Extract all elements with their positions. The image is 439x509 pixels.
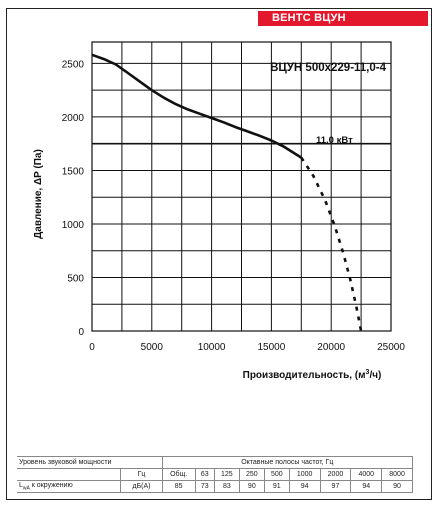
value-cell: 94 xyxy=(288,480,321,493)
band-cell: 1000 xyxy=(288,468,321,481)
value-cell: 90 xyxy=(381,480,413,493)
value-cell: 73 xyxy=(194,480,215,493)
value-cell: 91 xyxy=(263,480,290,493)
band-cell: 125 xyxy=(213,468,240,481)
y-axis-label: Давление, ΔP (Па) xyxy=(33,149,44,239)
curve-solid xyxy=(91,53,302,159)
noise-header-row: Уровень звуковой мощности Октавные полос… xyxy=(17,456,414,469)
band-cell: 500 xyxy=(263,468,290,481)
noise-band-row: Гц Общ. 63 125 250 500 1000 2000 4000 80… xyxy=(17,468,413,481)
x-tick-label: 0 xyxy=(89,342,95,353)
x-tick-label: 25000 xyxy=(377,342,405,353)
octave-header: Октавные полосы частот, Гц xyxy=(161,456,414,469)
y-tick-label: 2000 xyxy=(62,113,85,124)
curve-dotted xyxy=(300,156,363,332)
y-tick-label: 1500 xyxy=(62,166,85,177)
noise-table: Уровень звуковой мощности Октавные полос… xyxy=(17,456,414,493)
x-tick-label: 20000 xyxy=(317,342,345,353)
band-cell: 250 xyxy=(238,468,265,481)
y-tick-label: 2500 xyxy=(62,59,85,70)
unit-hz: Гц xyxy=(120,468,163,481)
y-tick-label: 500 xyxy=(67,273,84,284)
curves xyxy=(91,53,363,332)
total-label: Общ. xyxy=(161,468,196,481)
row-label: LwA к окружению xyxy=(17,480,122,493)
chart-grid xyxy=(91,41,392,332)
x-tick-labels: 0 5000 10000 15000 20000 25000 xyxy=(89,342,405,353)
noise-title: Уровень звуковой мощности xyxy=(17,456,163,469)
row-unit: дБ(А) xyxy=(120,480,163,493)
total-value: 85 xyxy=(161,480,196,493)
x-tick-label: 5000 xyxy=(141,342,164,353)
chart-frame xyxy=(6,8,432,500)
chart-title: ВЦУН 500х229-11,0-4 xyxy=(270,62,387,74)
value-cell: 90 xyxy=(238,480,265,493)
band-cell: 8000 xyxy=(381,468,413,481)
brand-logo: ВЕНТС ВЦУН xyxy=(258,11,428,26)
noise-value-row: LwA к окружению дБ(А) 85 73 83 90 91 94 … xyxy=(17,480,413,493)
x-tick-label: 15000 xyxy=(257,342,285,353)
x-axis-label: Производительность, (м3/ч) xyxy=(243,369,382,381)
value-cell: 83 xyxy=(213,480,240,493)
value-cell: 94 xyxy=(350,480,383,493)
x-tick-label: 10000 xyxy=(198,342,226,353)
band-cell: 4000 xyxy=(350,468,383,481)
value-cell: 97 xyxy=(319,480,352,493)
band-cell: 63 xyxy=(194,468,215,481)
y-tick-label: 1000 xyxy=(62,220,85,231)
band-cell: 2000 xyxy=(319,468,352,481)
power-label: 11,0 кВт xyxy=(316,135,353,146)
y-tick-label: 0 xyxy=(78,327,84,338)
y-tick-labels: 0 500 1000 1500 2000 2500 xyxy=(62,59,85,338)
